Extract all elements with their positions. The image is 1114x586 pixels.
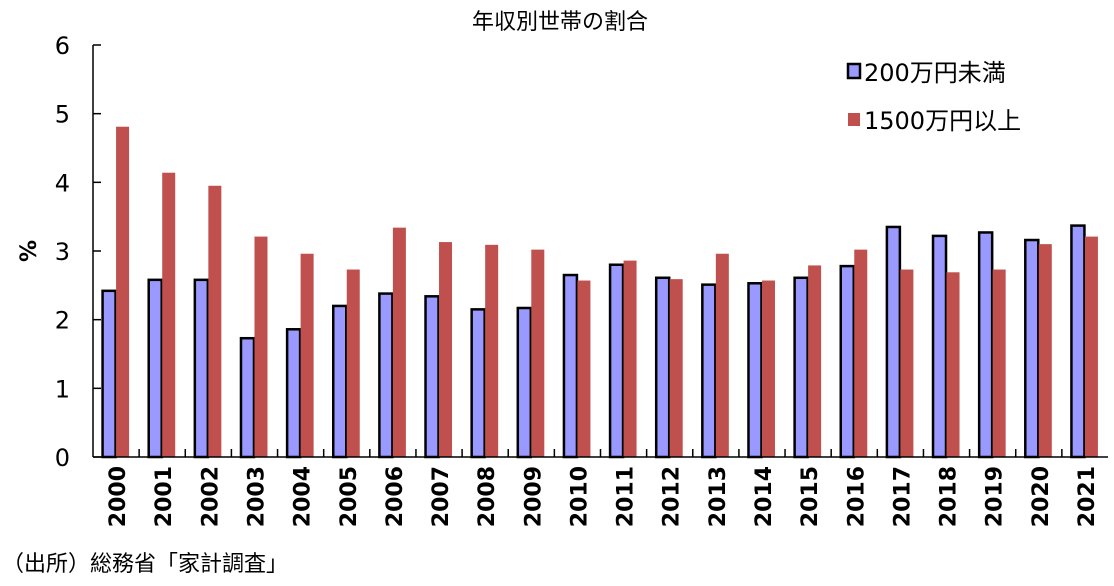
y-tick-label: 6	[55, 32, 70, 60]
bar-series-2-2020	[1038, 244, 1052, 457]
x-tick-label: 2010	[567, 466, 592, 527]
bar-series-1-2016	[839, 264, 855, 459]
bar-series-2-2010	[577, 280, 591, 457]
x-tick-label: 2018	[937, 466, 962, 527]
bar-series-1-2021	[1070, 224, 1086, 459]
bar-series-2-2009	[531, 249, 545, 457]
bar-series-1-2000	[101, 289, 117, 459]
bar-series-1-2012	[654, 276, 671, 459]
x-tick-label: 2012	[660, 466, 685, 527]
bar-series-1-2010	[562, 273, 579, 459]
bar-series-2-2019	[992, 269, 1006, 457]
x-tick-label: 2020	[1029, 466, 1054, 527]
bar-series-1-2017	[885, 225, 902, 459]
x-tick-label: 2021	[1075, 466, 1100, 527]
bar-series-2-2012	[669, 279, 683, 457]
y-tick-label: 5	[55, 101, 70, 129]
x-tick-label: 2001	[152, 466, 177, 527]
x-tick-label: 2005	[337, 466, 362, 527]
y-tick-label: 0	[55, 444, 70, 472]
legend-swatch-series-2	[848, 113, 860, 126]
bar-series-2-2004	[300, 253, 314, 457]
bar-series-1-2019	[977, 231, 994, 459]
bar-series-1-2007	[424, 295, 440, 459]
x-tick-label: 2009	[521, 466, 546, 527]
x-tick-label: 2017	[890, 466, 915, 527]
bar-series-2-2011	[623, 260, 637, 457]
y-axis-label: %	[17, 240, 42, 262]
x-tick-label: 2004	[291, 466, 316, 527]
chart-title: 年収別世帯の割合	[472, 10, 648, 35]
x-tick-label: 2006	[383, 466, 408, 527]
bar-series-1-2018	[931, 234, 948, 459]
y-tick-label: 3	[55, 238, 70, 266]
x-tick-label: 2013	[706, 466, 731, 527]
legend: 200万円未満 1500万円以上	[846, 59, 1021, 135]
bar-series-2-2005	[346, 269, 360, 457]
y-tick-label: 2	[55, 307, 70, 335]
bar-series-2-2014	[761, 280, 775, 457]
bar-series-1-2003	[239, 336, 256, 459]
x-tick-label: 2015	[798, 466, 823, 527]
bar-series-2-2001	[162, 172, 176, 457]
source-note: （出所）総務省「家計調査」	[2, 552, 288, 577]
bar-series-1-2013	[701, 283, 717, 459]
x-tick-label: 2016	[844, 466, 869, 527]
bar-series-2-2018	[946, 272, 960, 457]
bar-series-2-2002	[208, 185, 222, 457]
bar-series-1-2005	[332, 304, 348, 459]
y-tick-label: 4	[55, 169, 70, 197]
bar-series-1-2011	[608, 263, 625, 459]
bar-series-1-2002	[193, 278, 210, 459]
bar-series-1-2009	[516, 306, 533, 459]
bar-series-2-2016	[854, 249, 868, 457]
bar-series-2-2017	[900, 269, 914, 457]
x-tick-label: 2003	[244, 466, 269, 527]
bar-series-2-2013	[715, 253, 729, 457]
legend-swatch-series-1	[846, 62, 862, 80]
bar-series-2-2007	[439, 242, 453, 457]
legend-label-series-1: 200万円未満	[864, 59, 1006, 87]
bar-series-1-2006	[378, 292, 394, 459]
bar-series-1-2015	[793, 276, 809, 459]
bar-series-1-2004	[285, 328, 302, 459]
x-tick-label: 2019	[983, 466, 1008, 527]
bar-series-2-2003	[254, 236, 268, 457]
x-tick-label: 2008	[475, 466, 500, 527]
bar-series-2-2015	[808, 265, 822, 457]
bar-series-1-2001	[147, 278, 163, 459]
x-tick-label: 2000	[106, 466, 131, 527]
bar-series-2-2000	[116, 126, 130, 458]
bar-series-2-2006	[392, 227, 406, 457]
bar-series-1-2008	[470, 308, 486, 459]
x-tick-label: 2011	[614, 466, 639, 527]
bar-series-2-2008	[485, 244, 499, 457]
x-tick-label: 2007	[429, 466, 454, 527]
bar-series-1-2020	[1024, 238, 1040, 459]
bar-series-2-2021	[1084, 236, 1098, 457]
bar-series-1-2014	[747, 282, 763, 459]
legend-label-series-2: 1500万円以上	[864, 107, 1021, 135]
y-tick-label: 1	[55, 375, 70, 403]
x-tick-label: 2014	[752, 466, 777, 527]
x-tick-label: 2002	[198, 466, 223, 527]
